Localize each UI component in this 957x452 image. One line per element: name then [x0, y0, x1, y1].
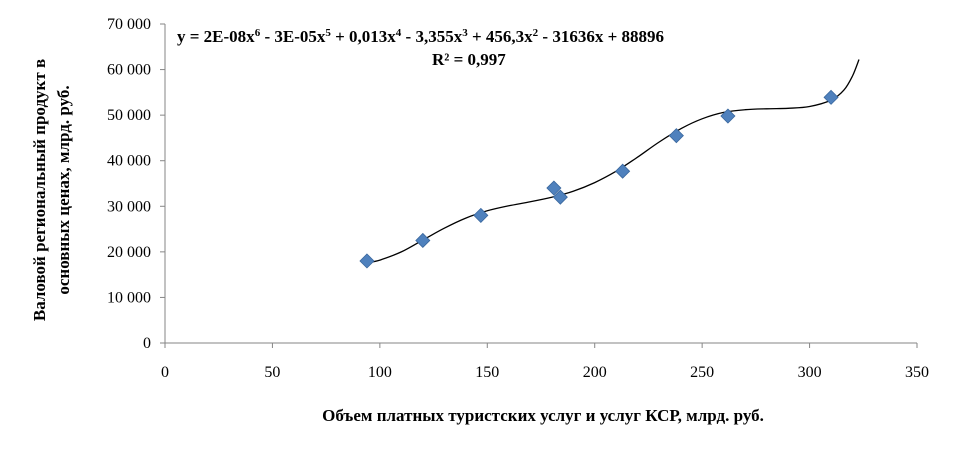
y-axis-title-line-2: основных ценах, млрд. руб.	[54, 85, 73, 294]
x-tick-label: 0	[161, 364, 169, 381]
data-point-marker	[552, 189, 568, 205]
y-tick-label: 30 000	[107, 198, 151, 215]
x-tick-label: 350	[905, 364, 929, 381]
data-point-marker	[473, 207, 489, 223]
y-axis-title: Валовой региональный продукт в основных …	[30, 59, 73, 321]
data-point-marker	[359, 253, 375, 269]
trendline-equation: y = 2E-08x6 - 3E-05x5 + 0,013x4 - 3,355x…	[177, 27, 664, 46]
data-point-marker	[615, 163, 631, 179]
y-tick-label: 70 000	[107, 16, 151, 33]
r-squared-label: R² = 0,997	[432, 50, 506, 69]
x-tick-label: 100	[368, 364, 392, 381]
data-point-marker	[823, 89, 839, 105]
y-axis-title-line-1: Валовой региональный продукт в	[30, 59, 49, 321]
trendline	[366, 59, 860, 264]
y-tick-label: 10 000	[107, 289, 151, 306]
y-tick-label: 40 000	[107, 153, 151, 170]
y-axis-ticks: 0 10 000 20 000 30 000 40 000 50 000 60 000 70 …	[107, 16, 165, 352]
x-tick-label: 250	[690, 364, 714, 381]
data-point-marker	[720, 108, 736, 124]
x-axis-ticks: 0 50 100 150 200 250 300 350	[161, 343, 929, 381]
x-tick-label: 50	[264, 364, 280, 381]
data-point-marker	[415, 232, 431, 249]
y-tick-label: 20 000	[107, 244, 151, 261]
data-point-marker	[546, 180, 562, 196]
x-tick-label: 150	[475, 364, 499, 381]
y-tick-label: 0	[143, 335, 151, 352]
x-tick-label: 200	[583, 364, 607, 381]
data-points	[359, 89, 839, 269]
x-axis-title: Объем платных туристских услуг и услуг К…	[322, 406, 764, 425]
data-point-marker	[668, 128, 684, 144]
y-tick-label: 50 000	[107, 107, 151, 124]
y-tick-label: 60 000	[107, 62, 151, 79]
x-tick-label: 300	[798, 364, 822, 381]
